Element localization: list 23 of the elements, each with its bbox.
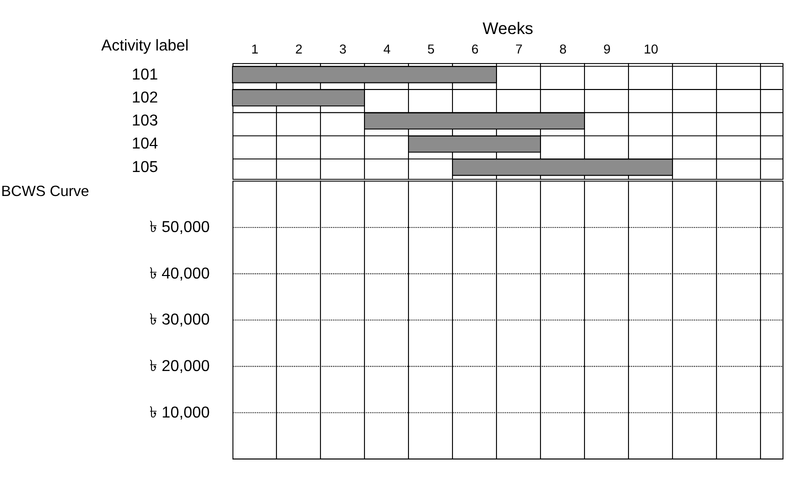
x-tick-label: 3 [339, 41, 347, 56]
y-tick-label: ৳ 10,000 [149, 404, 210, 422]
x-tick-label: 1 [251, 41, 259, 56]
x-tick-label: 4 [383, 41, 391, 56]
y-tick-label: 103 [132, 112, 158, 130]
x-tick-label: 9 [603, 41, 611, 56]
y-tick-label: 102 [132, 89, 158, 106]
x-tick-label: 2 [295, 41, 303, 56]
x-tick-label: 8 [559, 41, 567, 56]
y-tick-label: ৳ 40,000 [149, 265, 210, 282]
x-tick-label: 7 [515, 41, 523, 56]
y-axis-title: Activity label [101, 38, 189, 55]
y-tick-label: 101 [132, 66, 158, 84]
y-tick-label: ৳ 30,000 [149, 312, 210, 329]
y-tick-label: 105 [132, 158, 158, 176]
x-tick-label: 5 [427, 41, 435, 56]
y-tick-label: 104 [132, 136, 158, 153]
y-tick-label: ৳ 50,000 [149, 219, 210, 236]
x-tick-label: 6 [471, 41, 479, 56]
y-tick-label: ৳ 20,000 [149, 358, 210, 375]
text: BCWS Curve [1, 184, 90, 200]
x-tick-label: 10 [644, 41, 658, 56]
x-axis-title: Weeks [482, 18, 534, 38]
